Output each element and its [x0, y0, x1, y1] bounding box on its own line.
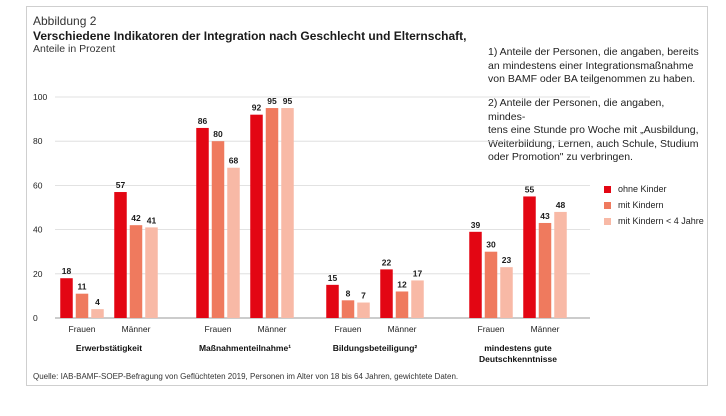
footnote-1: 1) Anteile der Personen, die angaben, be…: [488, 46, 703, 87]
footnote-2: 2) Anteile der Personen, die angaben, mi…: [488, 97, 703, 165]
x-tick-label: Frauen: [205, 324, 232, 334]
data-label: 48: [556, 200, 566, 210]
y-tick-label: 80: [33, 136, 43, 146]
data-label: 95: [283, 96, 293, 106]
y-tick-label: 40: [33, 225, 43, 235]
bar: [129, 225, 143, 318]
category-label: Erwerbstätigkeit: [76, 343, 142, 353]
legend-item-mit-kindern: mit Kindern: [604, 198, 704, 212]
data-label: 7: [361, 291, 366, 301]
data-label: 42: [131, 213, 141, 223]
data-label: 80: [213, 129, 223, 139]
footnote-line: Weiterbildung, Lernen, auch Schule, Stud…: [488, 137, 699, 150]
bar: [411, 280, 424, 318]
x-tick-label: Frauen: [335, 324, 362, 334]
bar: [554, 211, 567, 318]
bar: [281, 108, 294, 318]
data-label: 22: [382, 257, 392, 267]
legend: ohne Kinder mit Kindern mit Kindern < 4 …: [604, 182, 704, 230]
x-tick-label: Frauen: [478, 324, 505, 334]
data-label: 8: [346, 288, 351, 298]
data-label: 95: [267, 96, 277, 106]
footnote-line: von BAMF oder BA teilgenommen zu haben.: [488, 73, 696, 85]
footnote-line: 1) Anteile der Personen, die angaben, be…: [488, 46, 699, 58]
bar: [484, 251, 498, 318]
bar: [395, 291, 409, 318]
data-label: 68: [229, 156, 239, 166]
footnote-line: oder Promotion" zu verbringen.: [488, 151, 633, 163]
bar: [196, 127, 209, 318]
legend-label: mit Kindern: [618, 200, 664, 210]
bar: [227, 167, 240, 318]
data-label: 39: [471, 220, 481, 230]
data-label: 17: [413, 268, 423, 278]
bar: [250, 114, 263, 319]
bar: [114, 192, 127, 318]
bar: [211, 141, 225, 318]
bar: [357, 302, 370, 318]
bar: [75, 293, 89, 318]
y-tick-label: 60: [33, 180, 43, 190]
x-tick-label: Männer: [258, 324, 287, 334]
bar: [341, 300, 355, 318]
x-tick-label: Männer: [531, 324, 560, 334]
category-label: Maßnahmenteilnahme¹: [199, 343, 291, 353]
data-label: 4: [95, 297, 100, 307]
data-label: 41: [147, 215, 157, 225]
data-label: 23: [502, 255, 512, 265]
bar: [145, 227, 158, 318]
bar: [60, 278, 73, 318]
data-label: 43: [540, 211, 550, 221]
figure-label: Abbildung 2: [33, 14, 97, 28]
y-tick-label: 20: [33, 269, 43, 279]
legend-item-ohne-kinder: ohne Kinder: [604, 182, 704, 196]
bar: [538, 222, 552, 318]
data-label: 18: [62, 266, 72, 276]
bar: [469, 231, 482, 318]
data-label: 55: [525, 184, 535, 194]
legend-swatch: [604, 185, 611, 193]
figure-frame: [26, 6, 708, 386]
x-tick-label: Männer: [122, 324, 151, 334]
bar: [326, 284, 339, 318]
data-label: 86: [198, 116, 208, 126]
chart-subtitle: Anteile in Prozent: [33, 43, 116, 55]
legend-swatch: [604, 201, 611, 209]
data-label: 57: [116, 180, 126, 190]
bar: [265, 108, 279, 318]
legend-item-mit-kindern-unter-4: mit Kindern < 4 Jahre: [604, 214, 704, 228]
footnote-line: an mindestens einer Integrationsmaßnahme: [488, 59, 694, 72]
legend-label: ohne Kinder: [618, 184, 667, 194]
legend-swatch: [604, 217, 611, 225]
category-label: Bildungsbeteiligung²: [333, 343, 418, 353]
category-label: Deutschkenntnisse: [479, 354, 557, 364]
x-tick-label: Männer: [388, 324, 417, 334]
data-label: 92: [252, 103, 262, 113]
footnote-line: 2) Anteile der Personen, die angaben, mi…: [488, 97, 665, 123]
bar: [380, 269, 393, 318]
bar: [500, 267, 513, 318]
data-label: 11: [78, 282, 87, 292]
data-label: 30: [486, 240, 496, 250]
footnote-line: tens eine Stunde pro Woche mit „Ausbildu…: [488, 124, 699, 136]
data-label: 12: [397, 279, 407, 289]
x-tick-label: Frauen: [69, 324, 96, 334]
legend-label: mit Kindern < 4 Jahre: [618, 216, 704, 226]
data-label: 15: [328, 273, 338, 283]
y-tick-label: 0: [33, 313, 38, 323]
y-tick-label: 100: [33, 92, 47, 102]
bar: [523, 196, 536, 318]
category-label: mindestens gute: [484, 343, 552, 353]
chart-title: Verschiedene Indikatoren der Integration…: [33, 29, 467, 43]
bar: [91, 309, 104, 318]
source-note: Quelle: IAB-BAMF-SOEP-Befragung von Gefl…: [33, 372, 459, 381]
